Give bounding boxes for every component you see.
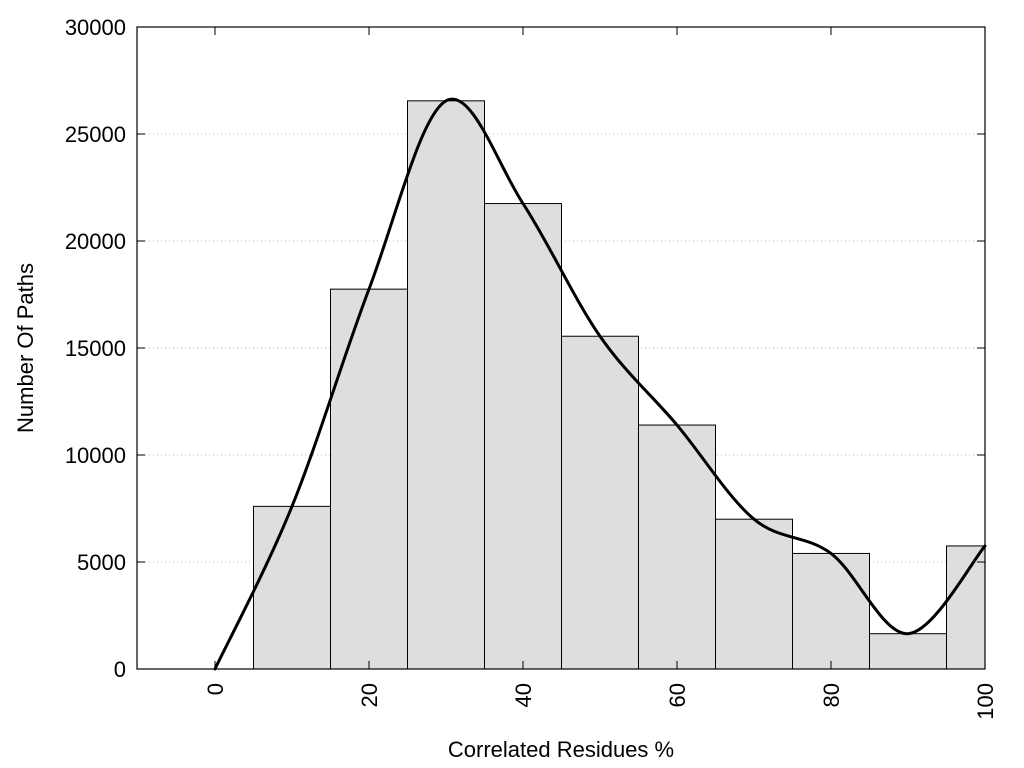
y-axis-title: Number Of Paths <box>13 263 38 433</box>
tick-labels: 0 5000 10000 15000 20000 25000 30000 0 20 40 60 80 1… <box>65 15 998 720</box>
bar-30 <box>407 100 485 670</box>
y-tick-label-20000: 20000 <box>65 229 126 254</box>
x-tick-label-100: 100 <box>973 683 998 720</box>
bar-10 <box>253 505 331 670</box>
x-tick-label-80: 80 <box>819 683 844 707</box>
bar-100 <box>946 545 986 670</box>
curve <box>213 97 987 671</box>
y-tick-label-25000: 25000 <box>65 122 126 147</box>
bar-40 <box>484 203 562 670</box>
bar-20 <box>330 288 408 670</box>
y-tick-label-5000: 5000 <box>77 550 126 575</box>
y-tick-label-30000: 30000 <box>65 15 126 40</box>
x-tick-label-20: 20 <box>357 683 382 707</box>
x-tick-label-60: 60 <box>665 683 690 707</box>
x-axis-title: Correlated Residues % <box>448 737 674 762</box>
x-tick-label-40: 40 <box>511 683 536 707</box>
y-tick-label-0: 0 <box>114 657 126 682</box>
bar-70 <box>715 518 793 670</box>
bar-50 <box>561 335 639 670</box>
y-tick-label-10000: 10000 <box>65 443 126 468</box>
ticks <box>137 26 986 670</box>
bar-80 <box>792 552 870 670</box>
x-tick-label-0: 0 <box>203 683 228 695</box>
bars <box>253 100 986 670</box>
bar-90 <box>869 633 947 670</box>
smoothed-curve <box>213 97 987 671</box>
y-tick-label-15000: 15000 <box>65 336 126 361</box>
